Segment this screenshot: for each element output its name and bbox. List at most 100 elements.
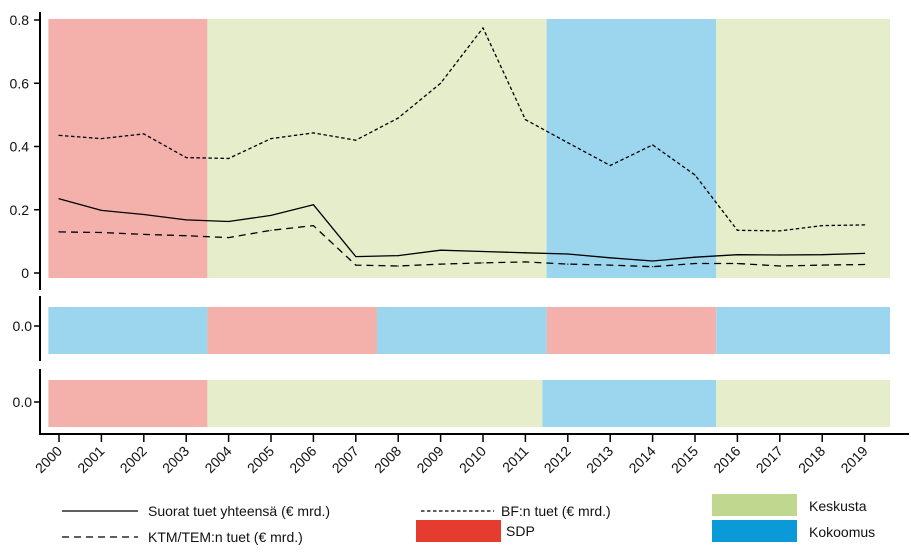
- point-dotted-2006: [312, 132, 314, 134]
- point-solid-2004: [228, 220, 230, 223]
- legend: Suorat tuet yhteensä (€ mrd.) KTM/TEM:n t…: [62, 494, 875, 545]
- main-band-keskusta-3: [716, 19, 891, 278]
- point-dashed-2013: [609, 264, 611, 266]
- point-dotted-2004: [228, 157, 230, 160]
- x-tick-label: 2000: [32, 443, 65, 476]
- main-band-keskusta-1: [207, 19, 547, 278]
- point-dotted-2017: [779, 230, 781, 232]
- row2-y-tick-label: 0.0: [13, 394, 33, 410]
- point-dotted-2002: [143, 133, 145, 135]
- point-dashed-2009: [440, 263, 442, 265]
- legend-label-dashed: KTM/TEM:n tuet (€ mrd.): [148, 529, 303, 545]
- point-dashed-2007: [355, 264, 357, 266]
- series-line-solid: [58, 198, 865, 262]
- row1-band-sdp-1: [207, 307, 377, 354]
- point-solid-2019: [864, 252, 866, 254]
- point-dashed-2018: [821, 264, 823, 266]
- point-solid-2014: [652, 260, 654, 262]
- y-tick-label: 0.8: [10, 12, 30, 28]
- x-tick-label: 2018: [795, 443, 828, 476]
- series-line-dashed: [58, 224, 865, 268]
- point-dashed-2014: [652, 266, 654, 268]
- point-solid-2003: [185, 219, 187, 221]
- point-solid-2012: [567, 253, 569, 255]
- point-solid-2017: [779, 254, 781, 256]
- row1-band-kokoomus-4: [716, 307, 891, 354]
- x-tick-label: 2019: [837, 443, 870, 476]
- point-dotted-2013: [609, 164, 611, 167]
- point-solid-2018: [821, 254, 823, 256]
- row1-band-sdp-3: [546, 307, 717, 354]
- x-tick-label: 2016: [710, 443, 743, 476]
- y-tick-label: 0.4: [10, 139, 30, 155]
- point-solid-2016: [736, 254, 739, 256]
- point-dotted-2003: [185, 156, 187, 159]
- row1-y-tick-label: 0.0: [13, 318, 33, 334]
- point-dashed-2006: [312, 224, 314, 227]
- point-dotted-2005: [270, 137, 272, 140]
- point-solid-2009: [440, 249, 442, 251]
- point-dashed-2012: [567, 263, 569, 265]
- point-dotted-2012: [567, 142, 569, 144]
- point-solid-2002: [143, 213, 145, 216]
- point-dotted-2009: [440, 82, 442, 84]
- point-dashed-2001: [100, 231, 102, 234]
- x-tick-label: 2009: [413, 443, 446, 476]
- main-band-sdp-0: [48, 19, 208, 278]
- row2-band-keskusta-1: [207, 380, 543, 427]
- row2-band-kokoomus-2: [542, 380, 717, 427]
- point-solid-2000: [58, 198, 60, 200]
- x-tick-label: 2003: [159, 443, 192, 476]
- point-dotted-2015: [694, 174, 696, 176]
- point-dotted-2014: [652, 144, 654, 146]
- point-dotted-2019: [864, 224, 866, 226]
- y-tick-label: 0.6: [10, 75, 30, 91]
- point-dashed-2015: [694, 262, 696, 265]
- point-dotted-2011: [524, 119, 527, 121]
- point-dotted-2018: [821, 224, 823, 227]
- x-tick-label: 2002: [117, 443, 150, 476]
- x-tick-label: 2015: [668, 443, 701, 476]
- y-tick-label: 0.2: [10, 202, 30, 218]
- point-dashed-2019: [864, 263, 866, 266]
- legend-label-solid: Suorat tuet yhteensä (€ mrd.): [148, 503, 330, 519]
- point-solid-2015: [694, 256, 696, 258]
- point-dotted-2001: [100, 137, 102, 140]
- row2-band-sdp-0: [48, 380, 208, 427]
- point-solid-2006: [312, 204, 314, 206]
- row1-band-kokoomus-0: [48, 307, 208, 354]
- axes: [34, 12, 909, 442]
- legend-swatch-kokoomus: [712, 520, 797, 542]
- legend-label-kokoomus: Kokoomus: [809, 524, 875, 540]
- x-tick-label: 2013: [583, 443, 616, 476]
- point-dotted-2010: [482, 27, 484, 29]
- series-line-dotted: [58, 27, 865, 232]
- x-tick-label: 2014: [625, 443, 658, 476]
- x-tick-label: 2012: [541, 443, 574, 476]
- point-dashed-2003: [185, 235, 187, 237]
- point-solid-2013: [609, 257, 611, 259]
- legend-label-dotted: BF:n tuet (€ mrd.): [501, 503, 611, 519]
- point-solid-2011: [524, 252, 527, 254]
- point-solid-2010: [482, 250, 484, 253]
- point-solid-2008: [397, 255, 399, 257]
- point-dotted-2016: [736, 229, 739, 231]
- legend-label-keskusta: Keskusta: [809, 498, 867, 514]
- point-dotted-2000: [58, 134, 60, 137]
- x-tick-label: 2005: [244, 443, 277, 476]
- legend-swatch-keskusta: [712, 494, 797, 516]
- point-dashed-2016: [736, 262, 739, 265]
- point-dashed-2008: [397, 265, 399, 267]
- point-dashed-2000: [58, 231, 60, 233]
- point-solid-2007: [355, 255, 357, 258]
- point-solid-2001: [100, 209, 102, 211]
- point-dashed-2005: [270, 229, 272, 231]
- x-tick-label: 2004: [201, 443, 234, 476]
- point-dashed-2010: [482, 262, 484, 264]
- row2-band-keskusta-3: [716, 380, 891, 427]
- main-band-kokoomus-2: [546, 19, 717, 278]
- y-tick-label: 0: [21, 265, 29, 281]
- legend-label-sdp: SDP: [506, 523, 535, 539]
